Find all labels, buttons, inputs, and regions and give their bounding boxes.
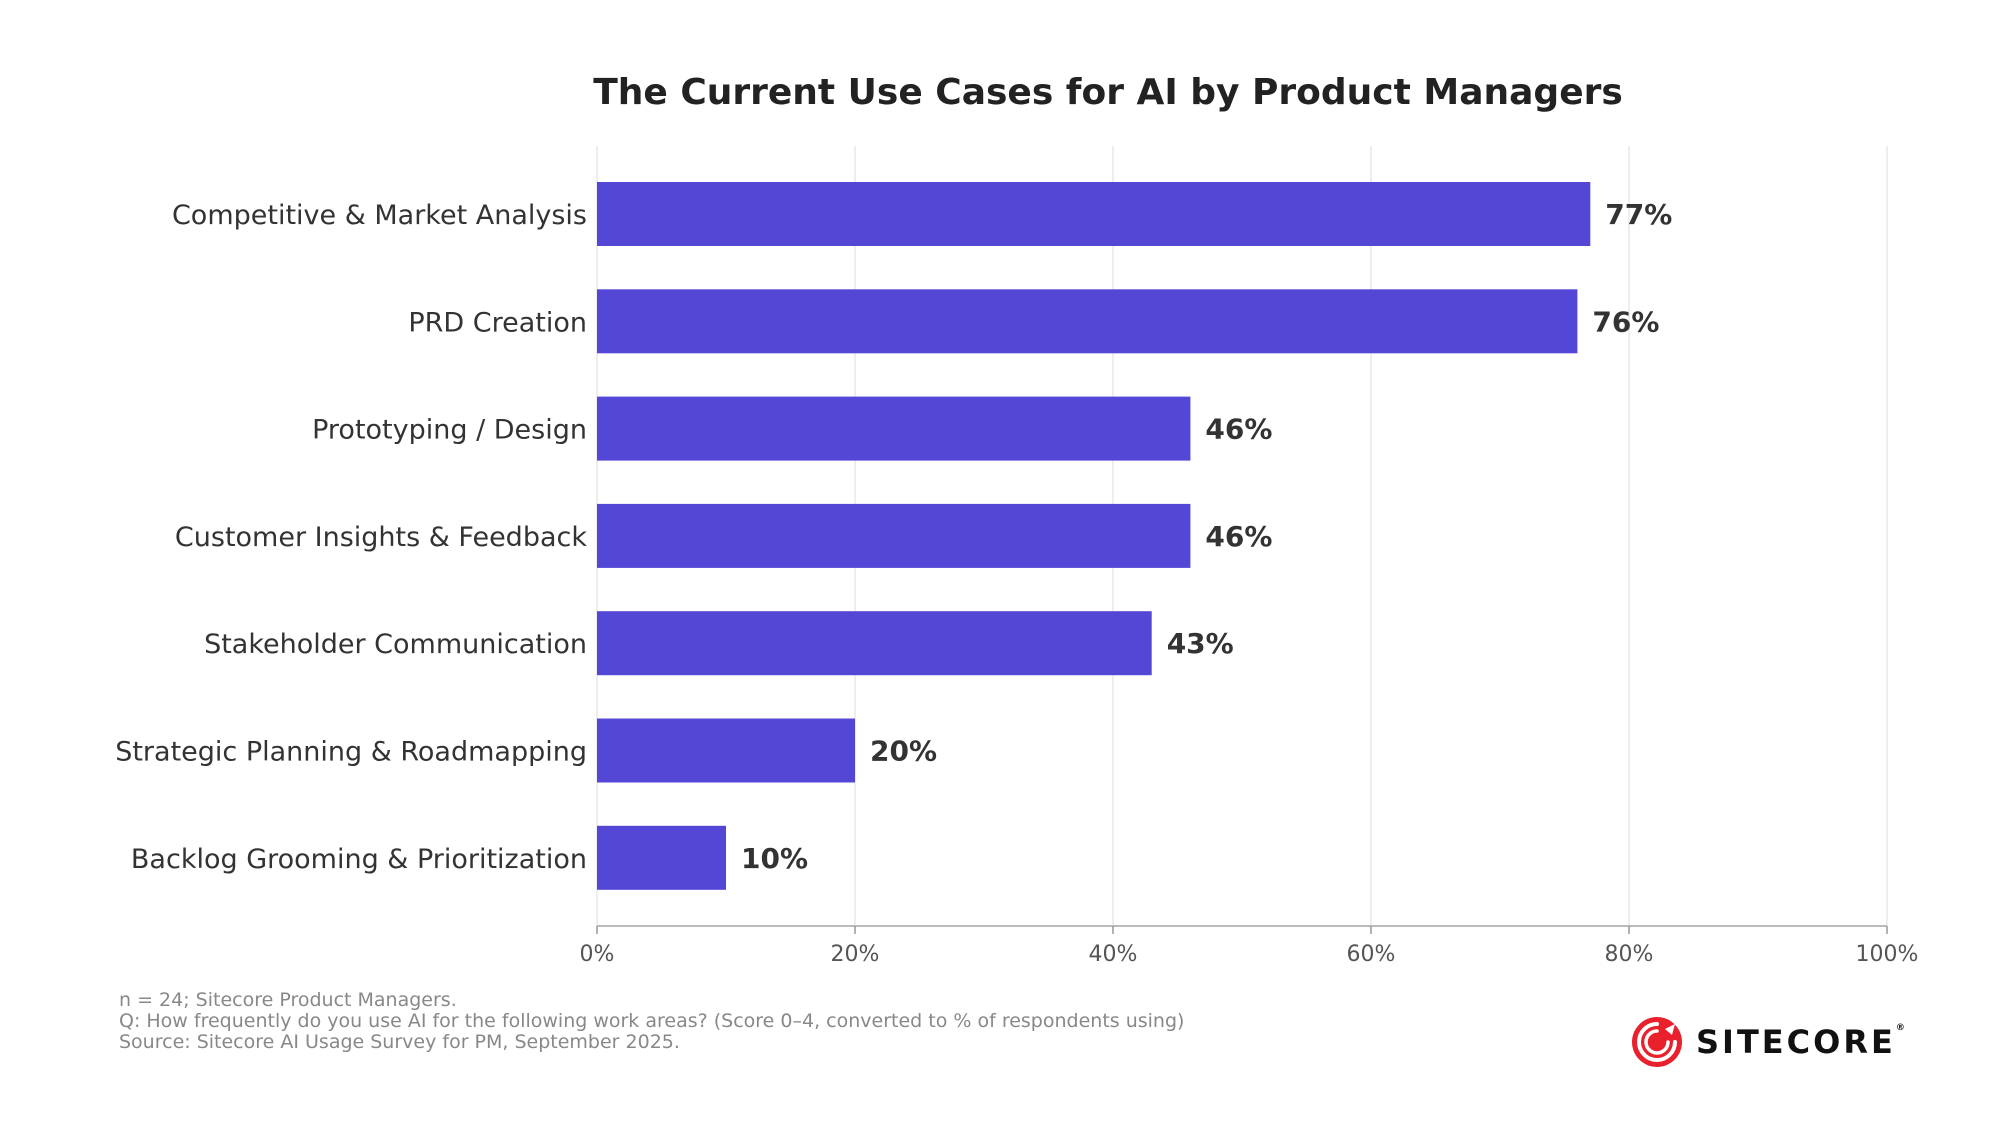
bar [597, 182, 1591, 246]
data-label: 46% [1205, 413, 1272, 446]
data-label: 46% [1205, 520, 1272, 553]
x-tick-label: 20% [831, 942, 880, 967]
bar [597, 718, 855, 783]
footnote-source: Source: Sitecore AI Usage Survey for PM,… [119, 1031, 680, 1053]
category-label: Strategic Planning & Roadmapping [115, 737, 587, 768]
x-axis: 0% 20% 40% 60% 80% 100% [580, 925, 1919, 967]
data-label: 76% [1592, 305, 1659, 338]
x-tick-label: 60% [1347, 942, 1396, 967]
bar [597, 396, 1191, 461]
data-label: 43% [1167, 627, 1234, 660]
data-label: 20% [870, 735, 937, 768]
category-label: Backlog Grooming & Prioritization [131, 844, 587, 875]
logo-wordmark: SITECORE® [1696, 1023, 1905, 1061]
data-label: 10% [741, 842, 808, 875]
category-label: Prototyping / Design [312, 415, 587, 446]
footnote-question: Q: How frequently do you use AI for the … [119, 1010, 1185, 1032]
sitecore-logo-icon [1632, 1017, 1682, 1067]
bars: Competitive & Market Analysis 77% PRD Crea… [115, 182, 1672, 890]
x-tick-label: 80% [1605, 942, 1654, 967]
bar [597, 289, 1578, 354]
sitecore-logo: SITECORE® [1630, 1015, 1905, 1069]
category-label: PRD Creation [408, 307, 587, 338]
data-label: 77% [1605, 198, 1672, 231]
x-tick-label: 100% [1856, 942, 1919, 967]
bar [597, 611, 1152, 676]
bar [597, 503, 1191, 568]
category-label: Stakeholder Communication [204, 629, 587, 660]
x-tick-label: 0% [580, 942, 615, 967]
category-label: Customer Insights & Feedback [175, 522, 587, 553]
chart-title: The Current Use Cases for AI by Product … [593, 72, 1623, 113]
footnote-sample: n = 24; Sitecore Product Managers. [119, 989, 457, 1011]
x-tick-label: 40% [1089, 942, 1138, 967]
footnote: n = 24; Sitecore Product Managers. Q: Ho… [119, 990, 1184, 1053]
bar [597, 825, 726, 890]
category-label: Competitive & Market Analysis [172, 200, 587, 231]
